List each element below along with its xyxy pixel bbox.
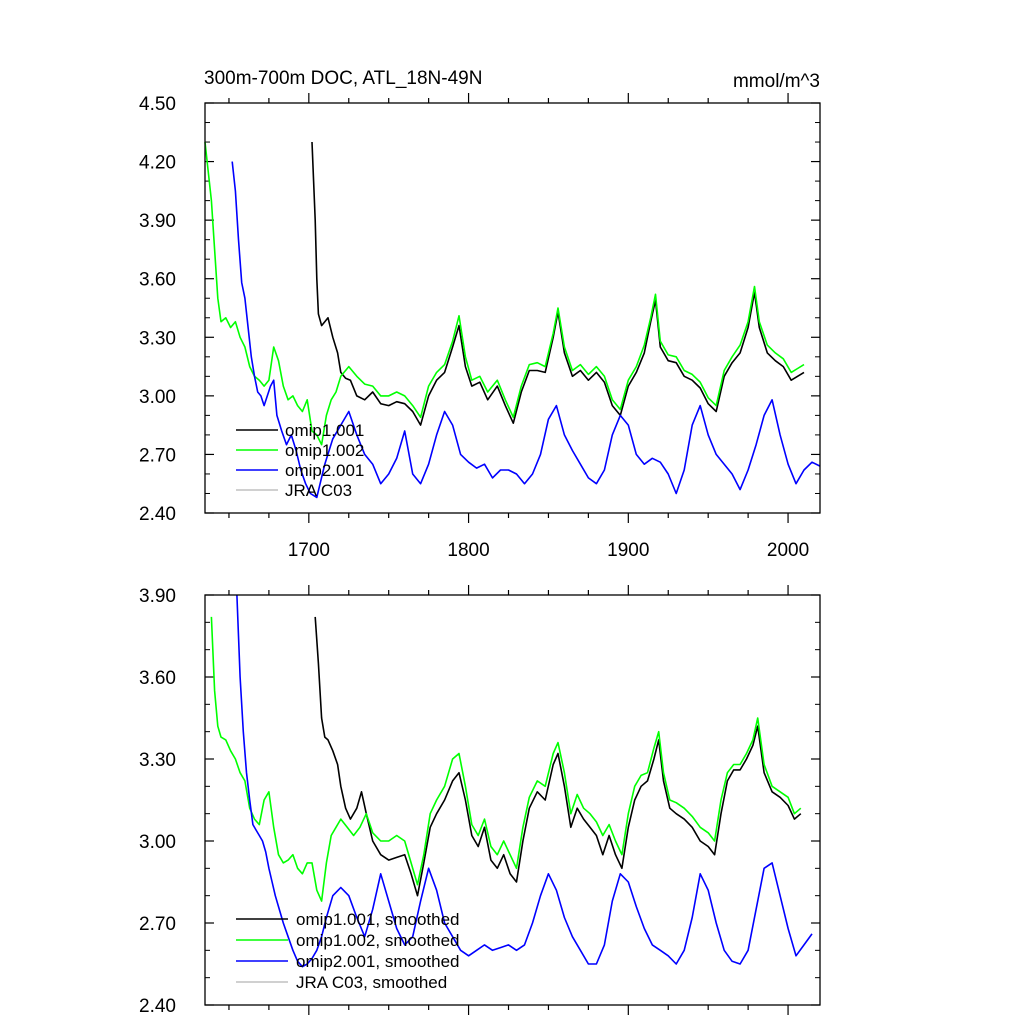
series-line-omip2-001-smoothed — [236, 594, 813, 968]
panel-bottom-series — [210, 594, 813, 968]
panel-bottom-ticks: 2.40 2.70 3.00 3.30 3.60 3.90 — [139, 585, 820, 1017]
y-tick-label: 4.50 — [139, 94, 176, 115]
panel-bottom-legend: omip1.001, smoothed omip1.002, smoothed om… — [236, 910, 460, 992]
series-line-omip1-002 — [204, 141, 805, 446]
x-tick-label: 1800 — [447, 540, 489, 561]
legend-label: omip2.001 — [285, 461, 364, 480]
y-tick-label: 3.00 — [139, 832, 176, 853]
y-tick-label: 4.20 — [139, 153, 176, 174]
x-tick-label: 1700 — [288, 540, 330, 561]
y-tick-label: 3.30 — [139, 328, 176, 349]
y-tick-label: 3.60 — [139, 270, 176, 291]
panel-top-frame — [204, 102, 821, 514]
panel-top: 300m-700m DOC, ATL_18N-49N mmol/m^3 2.40… — [139, 68, 821, 561]
panel-top-units: mmol/m^3 — [733, 71, 820, 92]
legend-label: omip1.001 — [285, 421, 364, 440]
y-tick-label: 2.70 — [139, 914, 176, 935]
series-line-omip1-001 — [311, 141, 805, 426]
y-tick-label: 3.00 — [139, 387, 176, 408]
series-line-omip1-002-smoothed — [210, 616, 802, 902]
y-tick-label: 3.30 — [139, 750, 176, 771]
panel-top-title: 300m-700m DOC, ATL_18N-49N — [204, 68, 482, 89]
y-tick-label: 2.40 — [139, 996, 176, 1017]
legend-label: omip1.001, smoothed — [296, 910, 460, 929]
panel-bottom: 2.40 2.70 3.00 3.30 3.60 3.90 omip1.001, smoo… — [139, 585, 821, 1017]
panel-top-series — [204, 141, 821, 499]
y-tick-label: 3.60 — [139, 668, 176, 689]
legend-label: JRA C03, smoothed — [296, 973, 447, 992]
series-line-omip2-001 — [231, 161, 821, 499]
series-line-omip1-001-smoothed — [314, 616, 802, 897]
legend-label: omip1.002, smoothed — [296, 931, 460, 950]
legend-label: JRA C03 — [285, 481, 352, 500]
legend-label: omip1.002 — [285, 441, 364, 460]
y-tick-label: 2.40 — [139, 504, 176, 525]
x-tick-label: 2000 — [767, 540, 809, 561]
panel-bottom-frame — [204, 594, 821, 1006]
legend-label: omip2.001, smoothed — [296, 952, 460, 971]
y-tick-label: 3.90 — [139, 211, 176, 232]
y-tick-label: 2.70 — [139, 445, 176, 466]
x-tick-label: 1900 — [607, 540, 649, 561]
panel-top-ticks: 2.40 2.70 3.00 3.30 3.60 3.90 4.20 4.50 1700 1800… — [139, 93, 820, 561]
y-tick-label: 3.90 — [139, 586, 176, 607]
